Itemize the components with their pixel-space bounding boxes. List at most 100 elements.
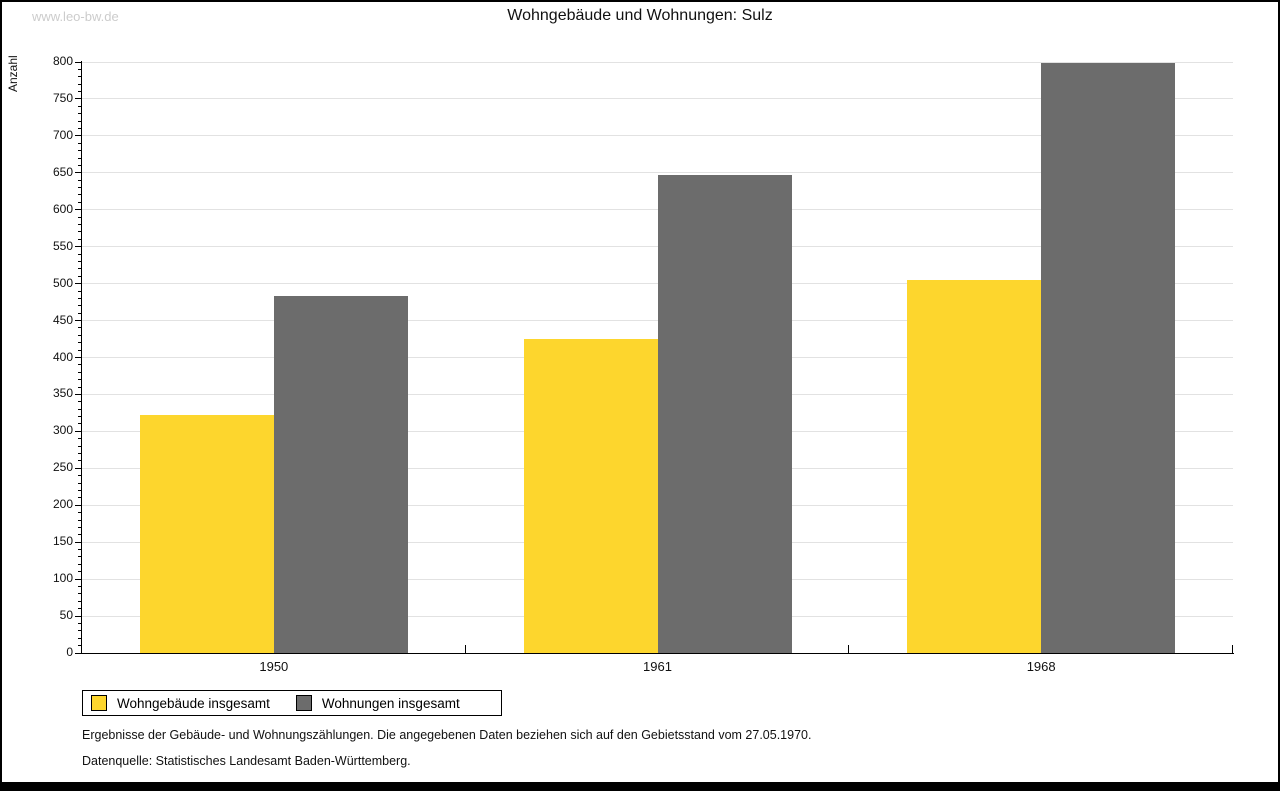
y-major-tick-150 bbox=[75, 541, 82, 543]
x-tick-label-1961: 1961 bbox=[643, 659, 672, 674]
y-tick-label-600: 600 bbox=[52, 201, 73, 216]
y-minor-tick bbox=[78, 231, 82, 233]
y-major-tick-400 bbox=[75, 357, 82, 358]
y-gridline-500 bbox=[82, 283, 1233, 285]
y-minor-tick bbox=[78, 68, 82, 70]
y-minor-tick bbox=[78, 187, 82, 189]
y-minor-tick bbox=[78, 408, 82, 410]
y-minor-tick bbox=[78, 290, 82, 292]
y-minor-tick bbox=[78, 423, 82, 425]
y-minor-tick bbox=[78, 120, 82, 122]
bar-wohngebaeude-insgesamt-1961 bbox=[524, 339, 658, 653]
y-major-tick-600 bbox=[75, 209, 82, 211]
legend-item-wohnungen-insgesamt: Wohnungen insgesamt bbox=[295, 695, 460, 711]
y-tick-label-200: 200 bbox=[52, 497, 73, 512]
bar-wohnungen-insgesamt-1961 bbox=[658, 175, 792, 653]
y-minor-tick bbox=[78, 645, 82, 647]
y-minor-tick bbox=[78, 127, 82, 129]
y-tick-label-800: 800 bbox=[52, 54, 73, 68]
y-minor-tick bbox=[78, 549, 82, 551]
y-minor-tick bbox=[78, 253, 82, 255]
y-minor-tick bbox=[78, 571, 82, 573]
y-minor-tick bbox=[78, 475, 82, 477]
y-tick-label-750: 750 bbox=[52, 90, 73, 105]
y-minor-tick bbox=[78, 201, 82, 203]
y-tick-label-400: 400 bbox=[52, 349, 73, 364]
y-minor-tick bbox=[78, 297, 82, 299]
x-tick-label-1968: 1968 bbox=[1026, 659, 1056, 674]
y-minor-tick bbox=[78, 260, 82, 262]
y-minor-tick bbox=[78, 105, 82, 107]
x-boundary-tick-2 bbox=[848, 645, 849, 653]
y-tick-label-300: 300 bbox=[52, 423, 73, 438]
y-minor-tick bbox=[78, 497, 82, 499]
y-minor-tick bbox=[78, 563, 82, 565]
y-minor-tick bbox=[78, 164, 82, 166]
y-axis-title: Anzahl bbox=[6, 55, 20, 92]
x-boundary-tick-1 bbox=[465, 645, 466, 653]
y-minor-tick bbox=[78, 630, 82, 632]
footnote-gebietsstand: Ergebnisse der Gebäude- und Wohnungszähl… bbox=[82, 728, 812, 742]
y-minor-tick bbox=[78, 401, 82, 403]
bar-wohnungen-insgesamt-1968 bbox=[1041, 63, 1175, 653]
y-major-tick-800 bbox=[75, 61, 82, 63]
y-minor-tick bbox=[78, 83, 82, 85]
chart-title: Wohngebäude und Wohnungen: Sulz bbox=[507, 7, 773, 24]
legend-label-wohngebaeude-insgesamt: Wohngebäude insgesamt bbox=[117, 695, 270, 711]
y-major-tick-550 bbox=[75, 246, 82, 248]
y-minor-tick bbox=[78, 312, 82, 314]
y-minor-tick bbox=[78, 600, 82, 602]
y-minor-tick bbox=[78, 608, 82, 610]
y-major-tick-700 bbox=[75, 135, 82, 137]
y-tick-label-550: 550 bbox=[52, 238, 73, 253]
y-tick-label-650: 650 bbox=[52, 164, 73, 179]
y-minor-tick bbox=[78, 179, 82, 181]
y-minor-tick bbox=[78, 593, 82, 595]
y-minor-tick bbox=[78, 519, 82, 521]
y-major-tick-350 bbox=[75, 393, 82, 395]
y-major-tick-500 bbox=[75, 283, 82, 285]
y-minor-tick bbox=[78, 379, 82, 381]
y-tick-label-500: 500 bbox=[52, 275, 73, 290]
y-gridline-450 bbox=[82, 320, 1233, 322]
legend-label-wohnungen-insgesamt: Wohnungen insgesamt bbox=[321, 695, 460, 711]
x-tick-label-1950: 1950 bbox=[259, 659, 289, 674]
legend-item-wohngebaeude-insgesamt: Wohngebäude insgesamt bbox=[91, 695, 270, 711]
y-gridline-600 bbox=[82, 209, 1233, 211]
y-minor-tick bbox=[78, 305, 82, 307]
y-tick-label-450: 450 bbox=[52, 312, 73, 327]
y-minor-tick bbox=[78, 157, 82, 159]
y-minor-tick bbox=[78, 489, 82, 491]
y-minor-tick bbox=[78, 238, 82, 240]
y-tick-label-150: 150 bbox=[52, 534, 73, 549]
y-tick-label-0: 0 bbox=[66, 645, 73, 659]
y-minor-tick bbox=[78, 113, 82, 115]
y-minor-tick bbox=[78, 526, 82, 528]
y-tick-label-350: 350 bbox=[52, 386, 73, 401]
y-minor-tick bbox=[78, 482, 82, 484]
y-minor-tick bbox=[78, 460, 82, 462]
y-minor-tick bbox=[78, 438, 82, 440]
x-axis-line bbox=[81, 653, 1234, 654]
y-minor-tick bbox=[78, 622, 82, 624]
y-minor-tick bbox=[78, 453, 82, 455]
y-minor-tick bbox=[78, 334, 82, 336]
y-minor-tick bbox=[78, 275, 82, 277]
y-minor-tick bbox=[78, 216, 82, 218]
y-minor-tick bbox=[78, 416, 82, 418]
y-major-tick-200 bbox=[75, 504, 82, 506]
y-gridline-650 bbox=[82, 172, 1233, 174]
y-tick-label-250: 250 bbox=[52, 460, 73, 475]
y-minor-tick bbox=[78, 534, 82, 536]
y-minor-tick bbox=[78, 150, 82, 152]
y-minor-tick bbox=[78, 224, 82, 226]
y-minor-tick bbox=[78, 371, 82, 373]
y-minor-tick bbox=[78, 342, 82, 344]
y-minor-tick bbox=[78, 268, 82, 270]
y-gridline-750 bbox=[82, 98, 1233, 100]
y-minor-tick bbox=[78, 327, 82, 329]
y-minor-tick bbox=[78, 556, 82, 558]
x-boundary-tick-3 bbox=[1232, 645, 1233, 653]
y-minor-tick bbox=[78, 364, 82, 366]
